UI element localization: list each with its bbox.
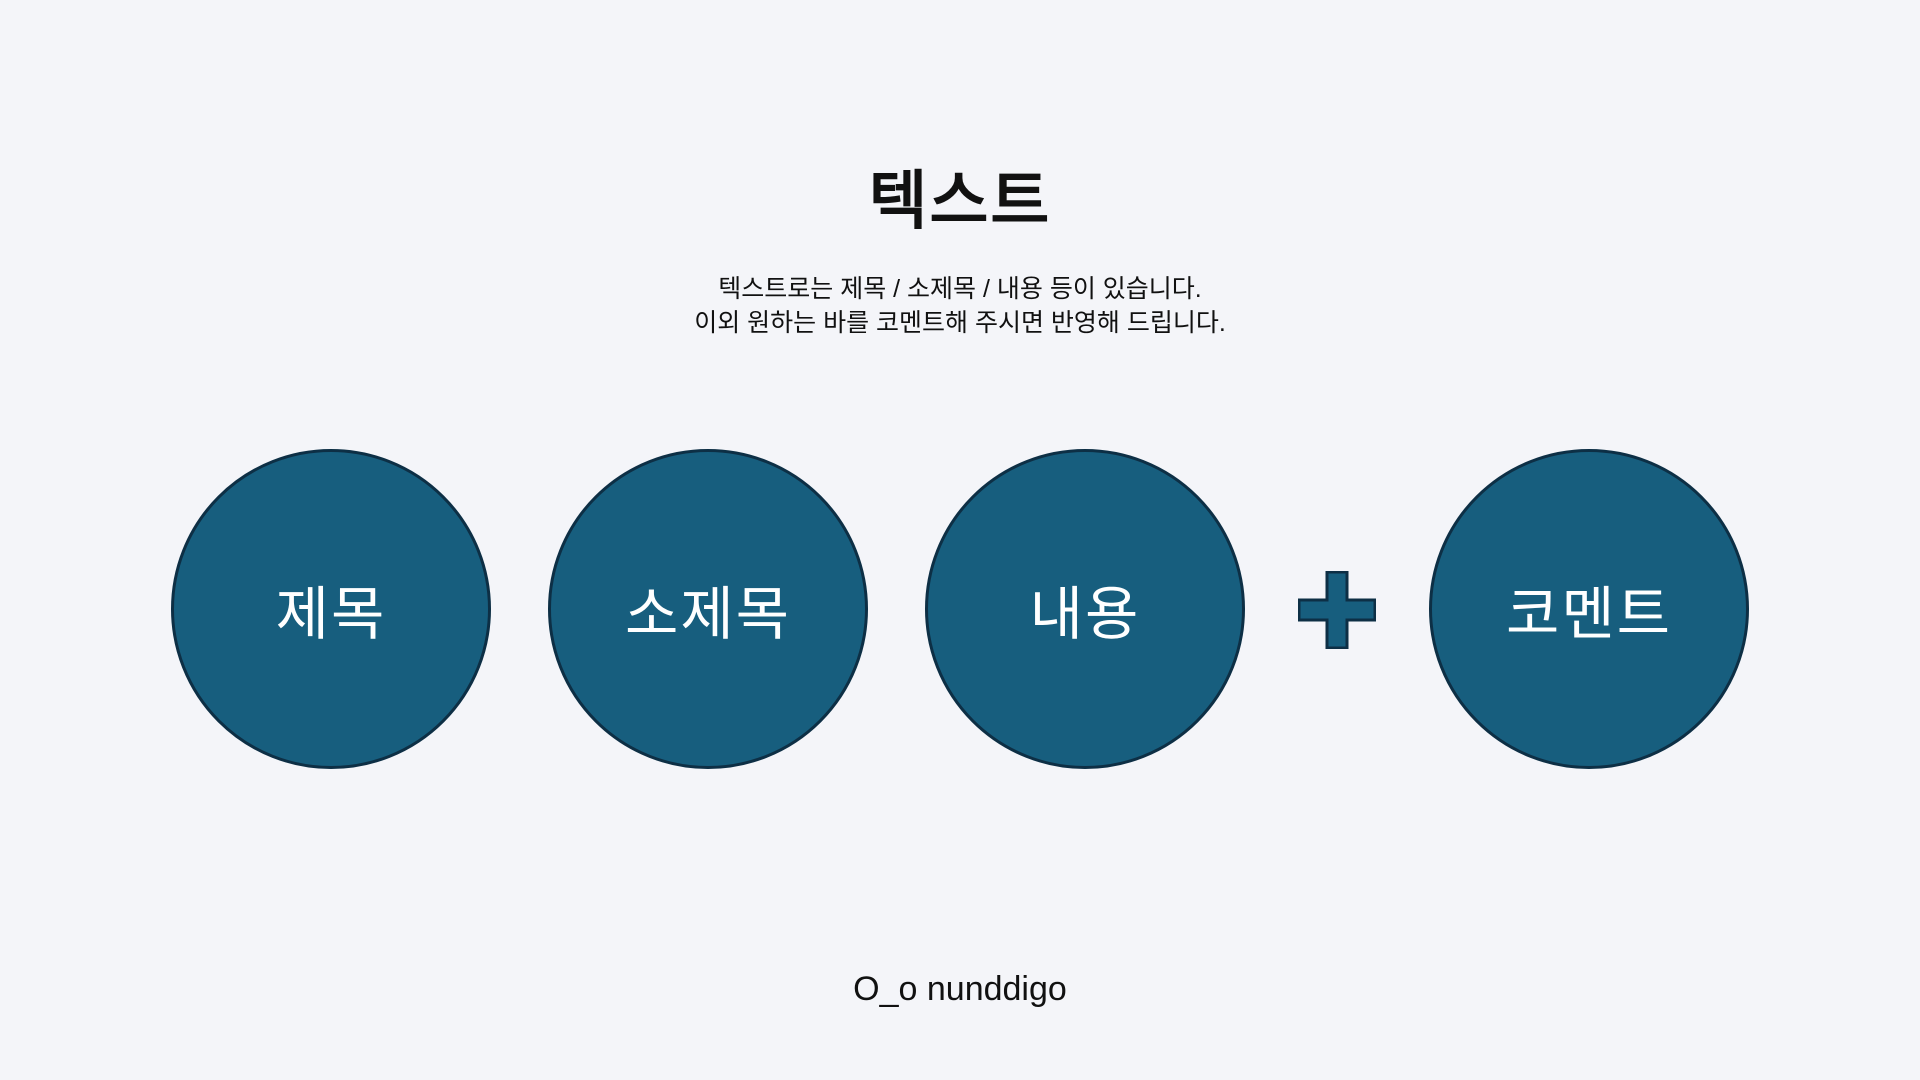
description: 텍스트로는 제목 / 소제목 / 내용 등이 있습니다. 이외 원하는 바를 코… bbox=[0, 272, 1920, 340]
circle-label: 소제목 bbox=[624, 582, 792, 647]
description-line-2: 이외 원하는 바를 코멘트해 주시면 반영해 드립니다. bbox=[694, 309, 1226, 337]
description-line-1: 텍스트로는 제목 / 소제목 / 내용 등이 있습니다. bbox=[718, 275, 1202, 303]
circle-title: 제목 bbox=[171, 449, 491, 769]
circle-label: 내용 bbox=[1029, 582, 1141, 647]
circle-label: 제목 bbox=[275, 582, 387, 647]
circle-comment: 코멘트 bbox=[1429, 449, 1749, 769]
circle-subtitle: 소제목 bbox=[548, 449, 868, 769]
page-title: 텍스트 bbox=[868, 165, 1052, 237]
footer-logo: O_o nunddigo bbox=[853, 970, 1067, 1008]
plus-icon bbox=[1298, 571, 1376, 649]
circle-label: 코멘트 bbox=[1505, 582, 1673, 647]
circle-content: 내용 bbox=[925, 449, 1245, 769]
